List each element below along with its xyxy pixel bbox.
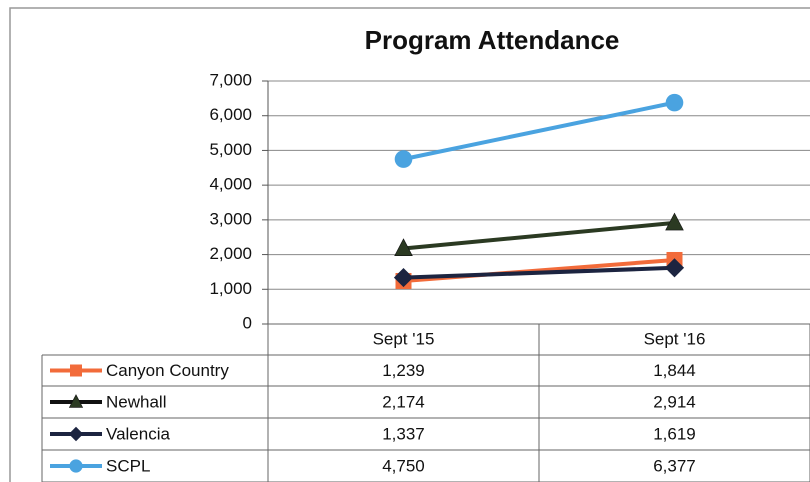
y-tick-label: 2,000 — [209, 244, 252, 263]
legend-label: Newhall — [106, 392, 166, 411]
marker — [68, 394, 84, 408]
y-tick-label: 7,000 — [209, 70, 252, 89]
marker — [394, 150, 413, 168]
series-line — [403, 100, 675, 162]
y-tick-label: 4,000 — [209, 175, 252, 194]
y-tick-label: 5,000 — [209, 140, 252, 159]
marker — [70, 364, 82, 377]
marker — [665, 212, 684, 231]
legend-label: Canyon Country — [106, 361, 229, 380]
legend-label: Valencia — [106, 424, 170, 443]
marker — [69, 459, 83, 473]
chart-title: Program Attendance — [365, 25, 620, 55]
y-tick-label: 3,000 — [209, 209, 252, 228]
chart-frame — [9, 7, 810, 482]
table-value: 2,914 — [653, 392, 696, 411]
table-value: 4,750 — [382, 456, 425, 475]
marker — [664, 258, 685, 278]
table-value: 6,377 — [653, 456, 696, 475]
x-tick-label: Sept '16 — [644, 329, 706, 348]
y-tick-label: 1,000 — [209, 279, 252, 298]
x-tick-label: Sept '15 — [373, 329, 435, 348]
series-line — [403, 265, 675, 280]
marker — [394, 238, 413, 257]
marker — [393, 267, 414, 288]
marker — [665, 93, 684, 112]
series-line — [403, 220, 675, 251]
table-value: 1,619 — [653, 424, 696, 443]
y-tick-label: 0 — [243, 313, 252, 332]
table-value: 2,174 — [382, 392, 425, 411]
legend-label: SCPL — [106, 456, 150, 475]
table-value: 1,844 — [653, 361, 696, 380]
table-value: 1,337 — [382, 424, 425, 443]
table-value: 1,239 — [382, 361, 425, 380]
y-tick-label: 6,000 — [209, 105, 252, 124]
marker — [68, 426, 84, 442]
